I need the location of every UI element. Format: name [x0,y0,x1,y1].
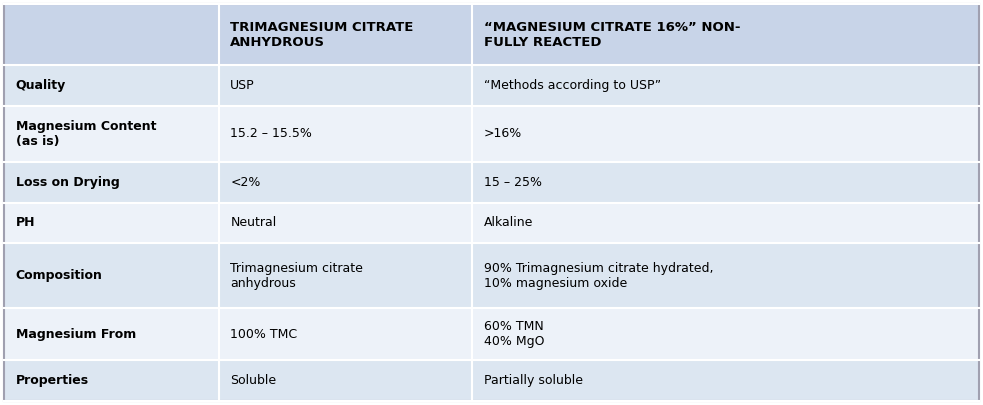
Text: TRIMAGNESIUM CITRATE
ANHYDROUS: TRIMAGNESIUM CITRATE ANHYDROUS [230,21,414,49]
Bar [4,309,218,360]
Text: Trimagnesium citrate
anhydrous: Trimagnesium citrate anhydrous [230,262,363,290]
Text: Soluble: Soluble [230,374,276,387]
Text: Quality: Quality [16,79,66,92]
Bar [472,4,979,65]
Bar [472,243,979,309]
Text: “MAGNESIUM CITRATE 16%” NON-
FULLY REACTED: “MAGNESIUM CITRATE 16%” NON- FULLY REACT… [484,21,740,49]
Text: Neutral: Neutral [230,216,276,229]
Text: PH: PH [16,216,35,229]
Bar [218,4,472,65]
Text: “Methods according to USP”: “Methods according to USP” [484,79,661,92]
Bar [472,106,979,162]
Text: 90% Trimagnesium citrate hydrated,
10% magnesium oxide: 90% Trimagnesium citrate hydrated, 10% m… [484,262,714,290]
Text: Properties: Properties [16,374,89,387]
Text: Magnesium From: Magnesium From [16,328,136,341]
Text: 15 – 25%: 15 – 25% [484,176,542,189]
Bar [472,360,979,401]
Bar [218,65,472,106]
Bar [4,65,218,106]
Text: Composition: Composition [16,269,103,282]
Bar [4,243,218,309]
Bar [472,202,979,243]
Text: 100% TMC: 100% TMC [230,328,298,341]
Bar [4,4,218,65]
Text: Magnesium Content
(as is): Magnesium Content (as is) [16,120,156,148]
Text: USP: USP [230,79,255,92]
Bar [218,243,472,309]
Bar [4,106,218,162]
Bar [218,309,472,360]
Bar [4,202,218,243]
Bar [218,360,472,401]
Bar [472,309,979,360]
Text: 60% TMN
40% MgO: 60% TMN 40% MgO [484,320,545,348]
Bar [218,202,472,243]
Text: >16%: >16% [484,127,522,140]
Text: Partially soluble: Partially soluble [484,374,583,387]
Bar [4,162,218,202]
Bar [472,65,979,106]
Bar [4,360,218,401]
Text: Loss on Drying: Loss on Drying [16,176,120,189]
Text: 15.2 – 15.5%: 15.2 – 15.5% [230,127,313,140]
Bar [472,162,979,202]
Bar [218,162,472,202]
Bar [218,106,472,162]
Text: <2%: <2% [230,176,260,189]
Text: Alkaline: Alkaline [484,216,533,229]
